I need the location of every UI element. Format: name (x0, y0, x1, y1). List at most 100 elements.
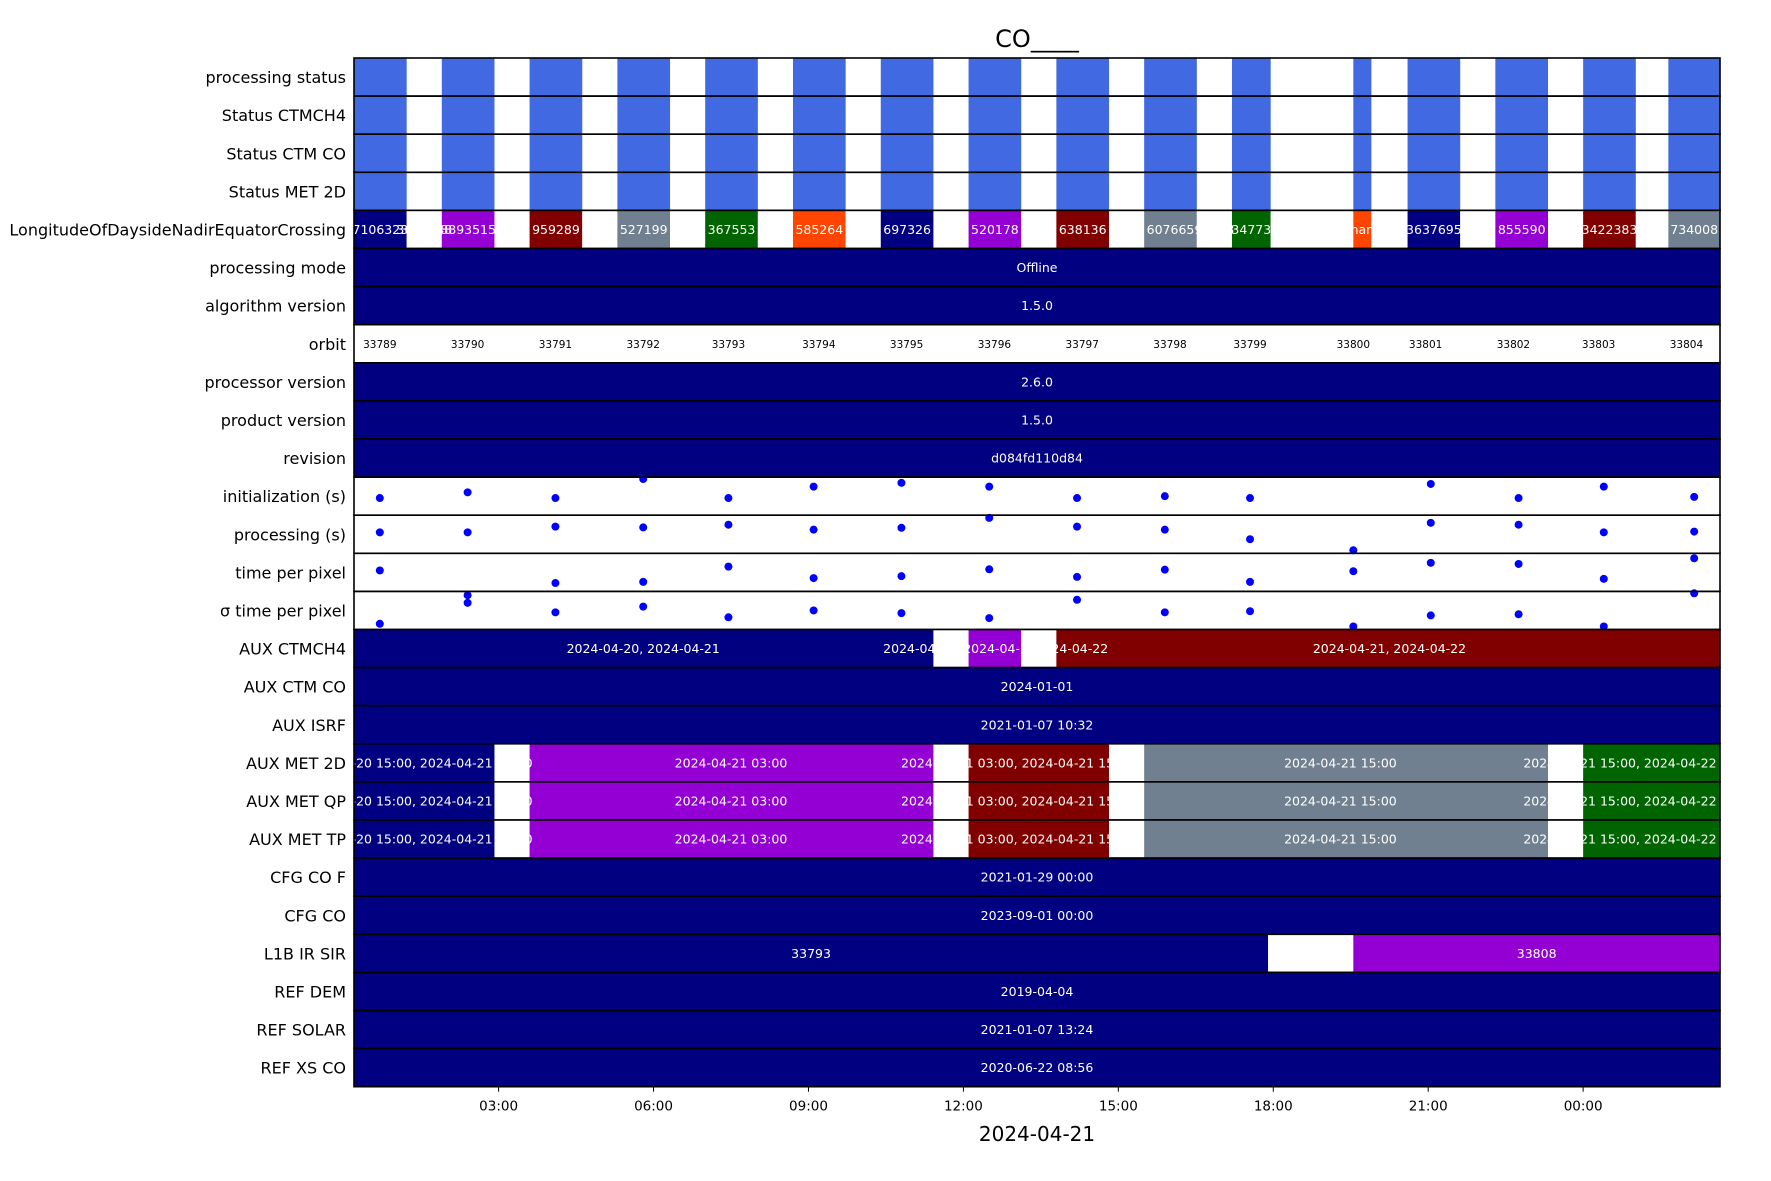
segment-bar (1548, 820, 1584, 859)
row-status-ctmch4: Status CTMCH4 (222, 95, 1721, 135)
segment-bar (792, 172, 846, 211)
data-point (1160, 565, 1169, 574)
segment-bar (1231, 210, 1271, 249)
orbit-label: 33791 (539, 339, 572, 351)
segment-bar (354, 210, 407, 249)
row-label: σ time per pixel (220, 601, 346, 620)
data-point (1246, 535, 1255, 544)
segment-bar (1495, 96, 1549, 135)
segment-bar (1495, 172, 1549, 211)
segment-bar (1583, 820, 1720, 859)
segment-bar (1668, 58, 1720, 97)
segment-bar (1109, 820, 1145, 859)
x-tick-label: 21:00 (1409, 1099, 1448, 1115)
segment-bar (529, 172, 583, 211)
x-axis-label: 2024-04-21 (979, 1122, 1095, 1146)
segment-bar (1268, 934, 1354, 973)
x-tick-label: 06:00 (634, 1099, 673, 1115)
segment-bar (617, 172, 671, 211)
segment-bar (529, 134, 583, 173)
segment-label: 2024-04-20 15:00, 2024-04-21 03:00 (299, 832, 532, 847)
orbit-label: 33794 (802, 339, 836, 351)
segment-bar (1231, 96, 1271, 135)
segment-bar (968, 781, 1110, 820)
segment-bar (792, 134, 846, 173)
segment-label: 3677748 (396, 222, 452, 237)
data-point (985, 614, 994, 623)
orbit-label: 33800 (1337, 339, 1370, 351)
data-point (724, 494, 733, 503)
segment-bar (582, 210, 618, 249)
segment-label: 33808 (1517, 946, 1557, 961)
segment-label: 2023-09-01 00:00 (981, 908, 1094, 923)
data-point (1073, 522, 1082, 531)
segment-label: 6171 (760, 222, 792, 237)
data-point (1599, 482, 1608, 491)
segment-label: 2024-04-21 03:00 (675, 793, 788, 808)
data-point (1246, 494, 1255, 503)
segment-bar (705, 58, 758, 97)
segment-bar (354, 1010, 1720, 1049)
data-point (1160, 525, 1169, 534)
segment-bar (933, 210, 969, 249)
segment-bar (1353, 210, 1372, 249)
segment-bar (617, 96, 671, 135)
data-point (897, 478, 906, 487)
segment-bar (354, 286, 1720, 325)
segment-bar (617, 58, 671, 97)
segment-bar (354, 362, 1720, 401)
segment-bar (968, 58, 1022, 97)
segment-bar (354, 896, 1720, 935)
orbit-label: 33797 (1065, 339, 1098, 351)
segment-label: 2024-04-21 03:00, 2024-04-21 15:00 (901, 832, 1134, 847)
segment-label: 7125 (1636, 222, 1668, 237)
data-point (1246, 577, 1255, 586)
row-orbit: 33789 33790 33791 33792 33793 33794 33795 33796… (309, 323, 1721, 364)
orbit-label: 33804 (1670, 339, 1704, 351)
row-label: Status CTM CO (226, 144, 346, 163)
segment-bar (1495, 58, 1549, 97)
row-ref-dem: 2019-04-04 REF DEM (274, 971, 1721, 1012)
segment-bar (792, 96, 846, 135)
row-label: REF SOLAR (256, 1021, 346, 1040)
data-point (724, 520, 733, 529)
x-tick-label: 12:00 (944, 1099, 983, 1115)
data-point (724, 562, 733, 571)
segment-bar (617, 134, 671, 173)
segment-bar (354, 134, 407, 173)
row-label: time per pixel (235, 563, 346, 582)
segment-bar (1144, 781, 1549, 820)
segment-bar (1407, 96, 1461, 135)
x-tick-label: 03:00 (479, 1099, 518, 1115)
data-point (1514, 520, 1523, 529)
orbit-label: 33803 (1582, 339, 1615, 351)
data-point (463, 591, 472, 600)
row-aux-met-qp: 2024-04-20 15:00, 2024-04-21 03:00 2024-0… (246, 781, 1721, 821)
segment-bar (1021, 629, 1057, 668)
row-label: REF DEM (274, 982, 346, 1001)
segment-bar (880, 210, 934, 249)
segment-bar (441, 58, 495, 97)
segment-bar (1668, 172, 1720, 211)
data-point (1690, 527, 1699, 536)
row-status-met-2d: Status MET 2D (229, 171, 1721, 212)
row-label: AUX MET 2D (246, 754, 346, 773)
segment-bar (968, 743, 1110, 782)
data-point (1246, 607, 1255, 616)
segment-label: 2021-01-07 13:24 (981, 1022, 1094, 1037)
segment-bar (354, 705, 1720, 744)
orbit-label: 33796 (978, 339, 1012, 351)
segment-bar (441, 134, 495, 173)
segment-label: 1.5.0 (1021, 412, 1053, 427)
segment-bar (1144, 96, 1197, 135)
segment-bar (1583, 96, 1636, 135)
segment-bar (1144, 743, 1549, 782)
segment-bar (529, 743, 934, 782)
row-label: processing status (206, 68, 346, 87)
data-point (1073, 494, 1082, 503)
segment-label: 520178 (971, 222, 1019, 237)
segment-bar (1371, 210, 1408, 249)
segment-label: 6268 (847, 222, 879, 237)
orbit-label: 33801 (1409, 339, 1442, 351)
segment-bar (1407, 172, 1461, 211)
